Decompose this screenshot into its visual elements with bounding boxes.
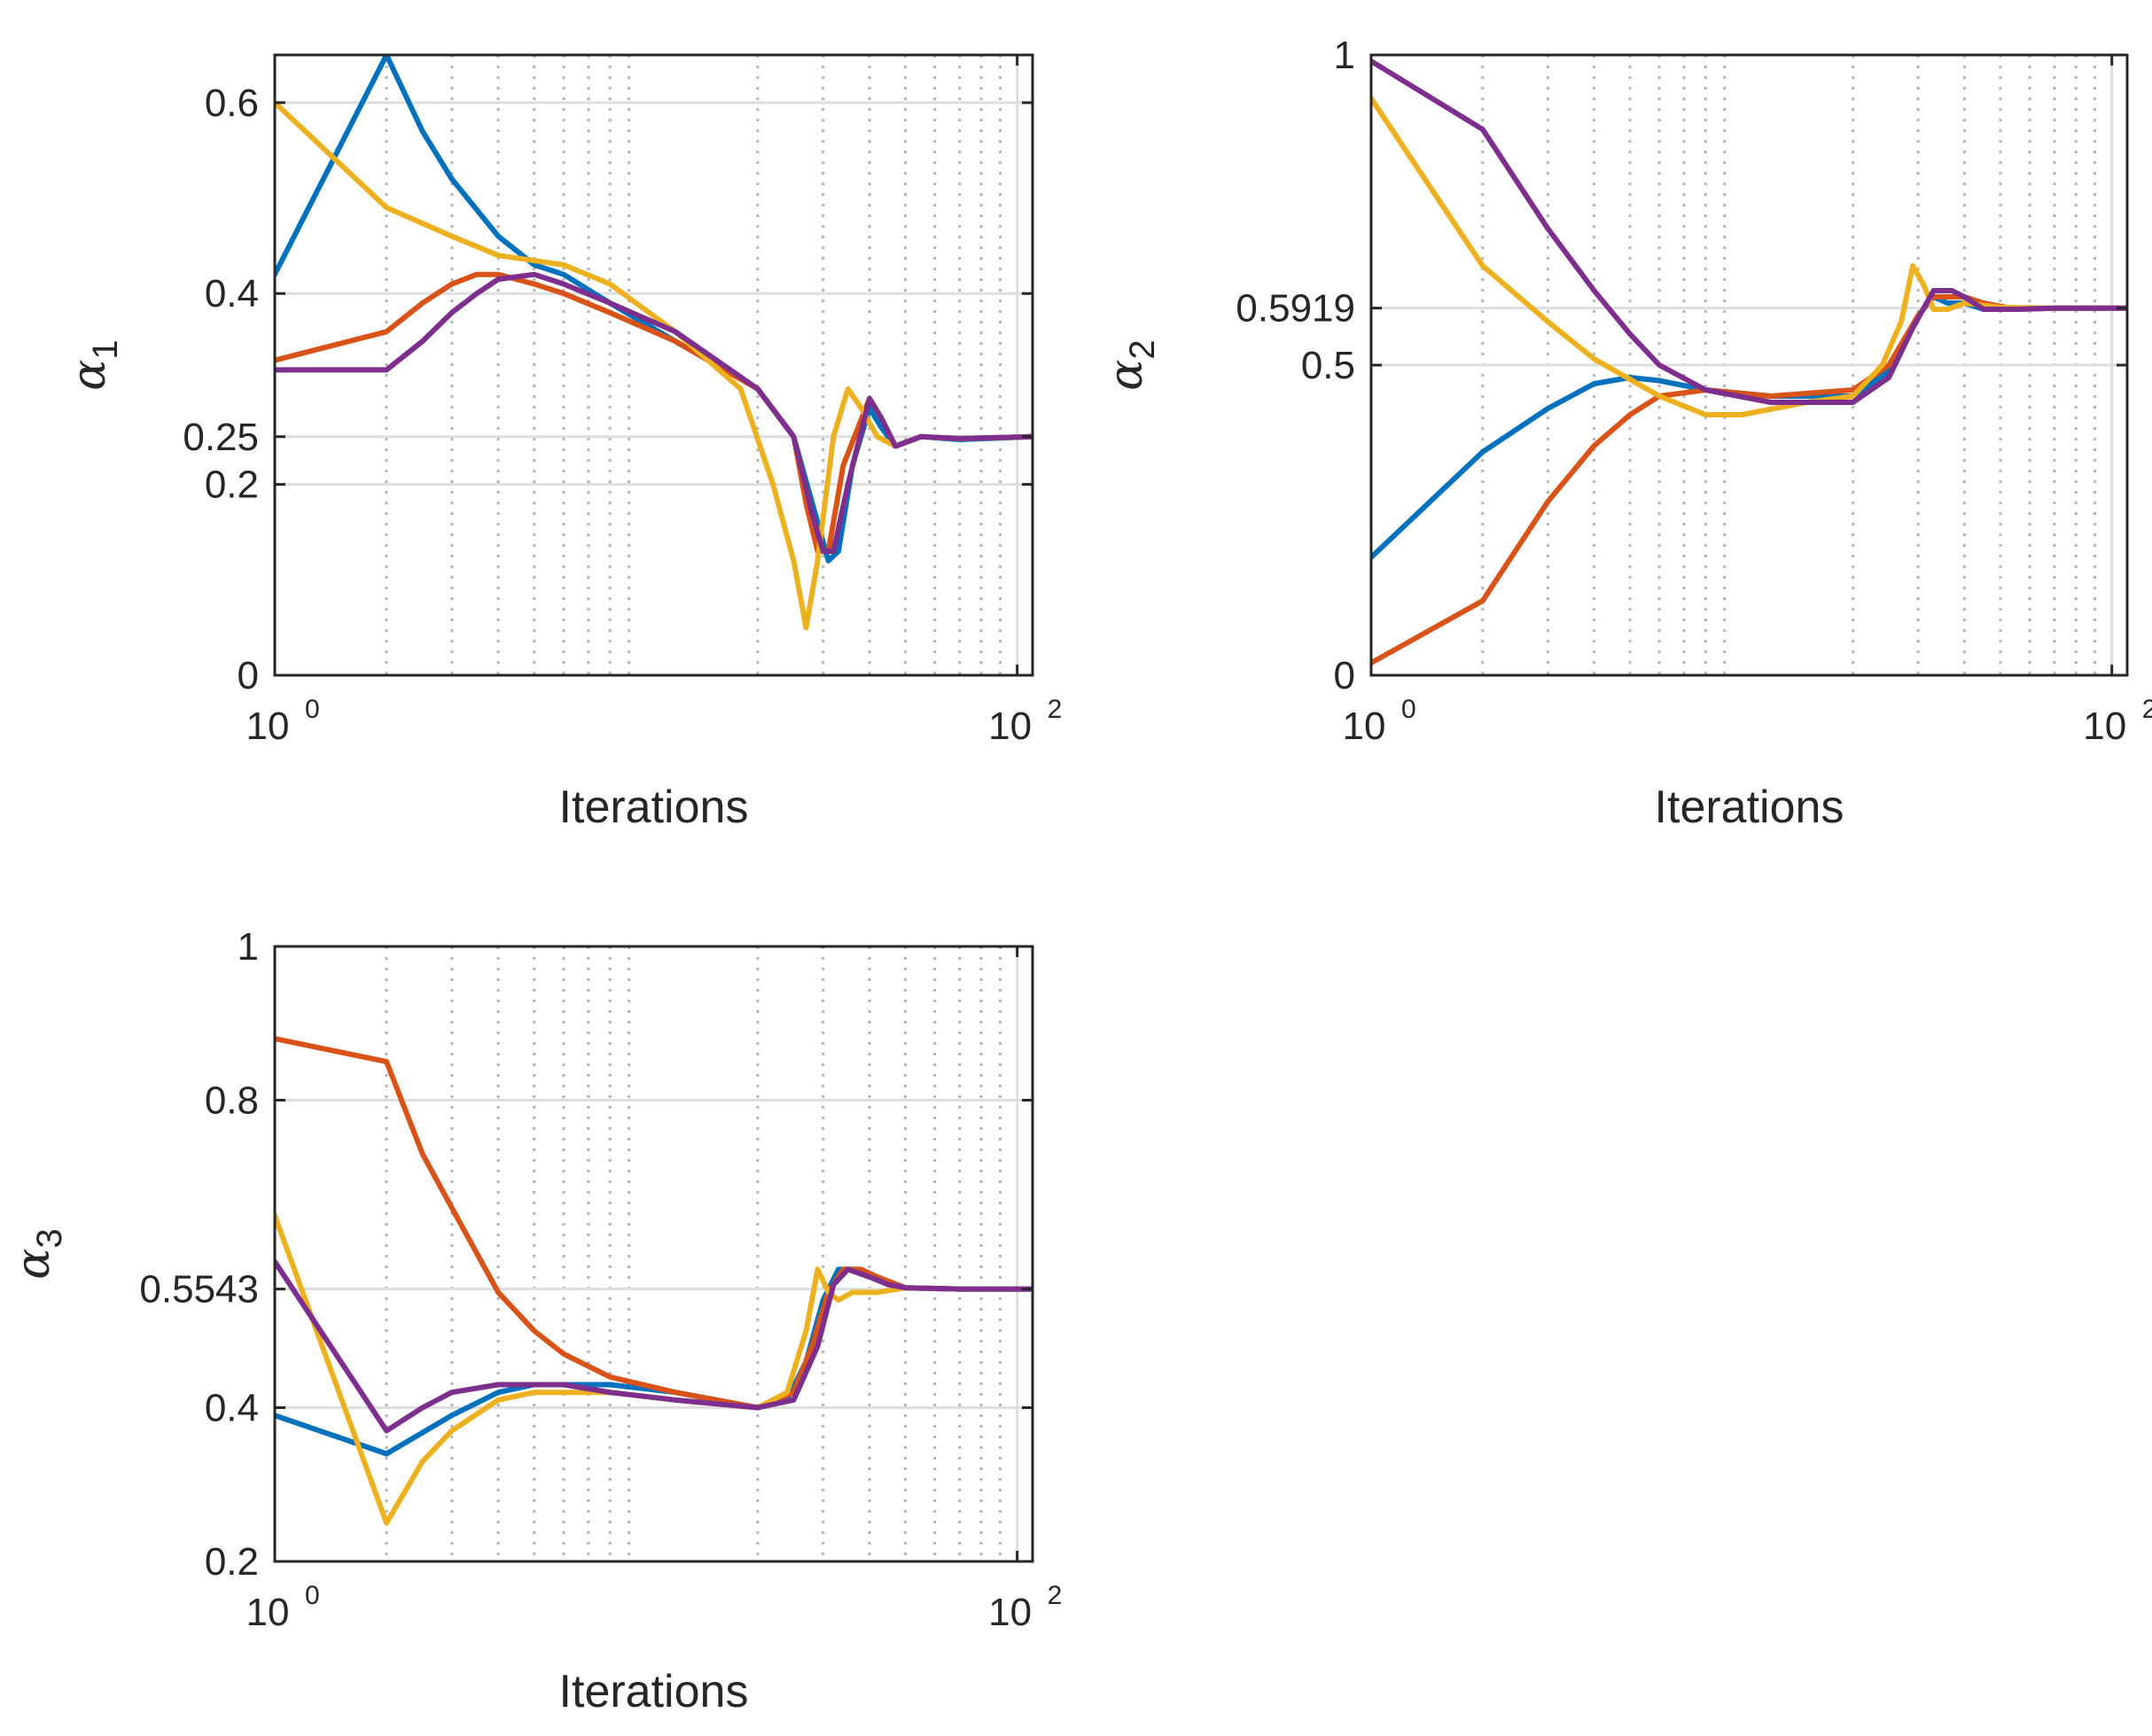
x-tick-exponent: 2 <box>1048 1581 1063 1610</box>
y-tick-label: 0.2 <box>205 463 259 507</box>
series-4-line <box>275 271 1033 554</box>
x-tick-label: 10 <box>246 1591 290 1634</box>
y-tick-label: 0.8 <box>205 1079 259 1123</box>
y-tick-label: 1 <box>1334 34 1355 77</box>
y-tick-label: 0.4 <box>205 1387 259 1430</box>
x-tick-label: 10 <box>988 1591 1032 1634</box>
x-axis-label: Iterations <box>559 1666 749 1717</box>
y-tick-label: 0.5 <box>1301 344 1355 387</box>
y-tick-label: 0.25 <box>183 416 259 459</box>
y-tick-label: 0.5919 <box>1236 287 1355 331</box>
y-axis-label: α1 <box>63 339 125 390</box>
series-3-line <box>275 1212 1033 1526</box>
series-1-line <box>1371 294 2127 560</box>
x-tick-label: 10 <box>246 705 290 748</box>
x-tick-label: 10 <box>988 705 1032 748</box>
x-tick-label: 10 <box>2083 705 2126 748</box>
y-tick-label: 0 <box>1334 654 1355 697</box>
series-2-line <box>1371 294 2127 666</box>
subplot-1: 0 0.20.25 0.4 0.6 10 0 10 2 Iterations α1 <box>63 53 1063 833</box>
x-tick-exponent: 0 <box>305 1581 320 1610</box>
y-tick-label: 1 <box>238 925 259 969</box>
subplot-2: 0 0.5 0.5919 1 10 0 10 2 Iterations α2 <box>1100 34 2152 833</box>
x-tick-label: 10 <box>1343 705 1386 748</box>
x-tick-exponent: 0 <box>1401 695 1416 724</box>
y-tick-label: 0.6 <box>205 82 259 125</box>
y-tick-label: 0.2 <box>205 1540 259 1584</box>
x-axis-label: Iterations <box>559 782 749 833</box>
series-4-line <box>1371 58 2127 405</box>
subplot-3: 0.2 0.4 0.5543 0.8 1 10 0 10 2 Iterations α3 <box>7 925 1062 1717</box>
x-tick-exponent: 2 <box>2142 695 2152 724</box>
x-tick-exponent: 2 <box>1048 695 1063 724</box>
x-axis-label: Iterations <box>1655 782 1844 833</box>
y-tick-label: 0 <box>238 654 259 697</box>
series-1-line <box>275 1266 1033 1457</box>
axes-box <box>273 53 1034 677</box>
series-4-line <box>275 1258 1033 1434</box>
y-tick-label: 0.4 <box>205 272 259 315</box>
y-axis-label: α2 <box>1100 339 1162 390</box>
y-tick-label: 0.5543 <box>139 1268 259 1312</box>
y-axis-label: α3 <box>7 1228 69 1279</box>
series-2-line <box>275 1036 1033 1411</box>
x-tick-exponent: 0 <box>305 695 320 724</box>
axes-box <box>273 945 1034 1563</box>
series-3-line <box>1371 96 2127 417</box>
